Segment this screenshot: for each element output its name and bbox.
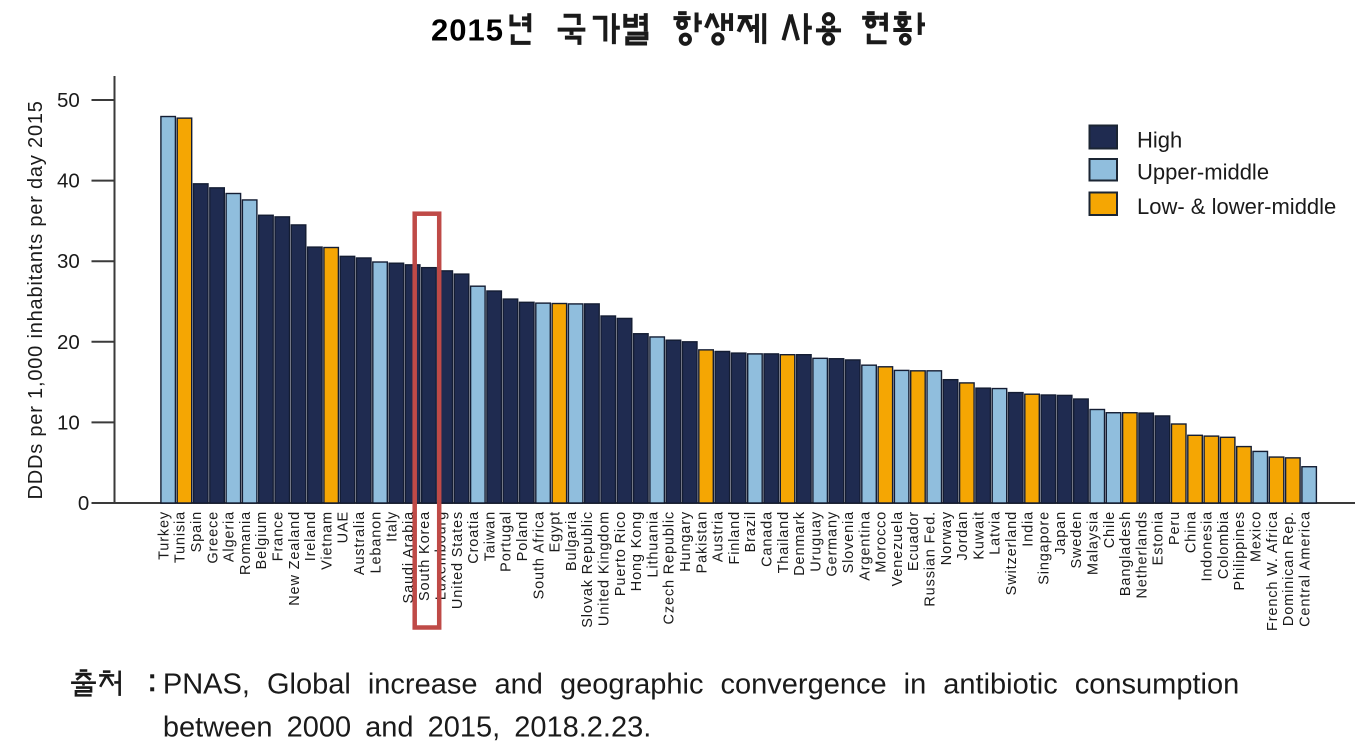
svg-text:Denmark: Denmark — [792, 511, 808, 576]
svg-text:Upper-middle: Upper-middle — [1137, 160, 1269, 185]
svg-text:Hungary: Hungary — [678, 511, 694, 572]
svg-text:DDDs per 1,000 inhabitants pe: DDDs per 1,000 inhabitants per day 2015 — [25, 100, 47, 499]
svg-text:Croatia: Croatia — [466, 511, 482, 564]
svg-text:Estonia: Estonia — [1151, 511, 1167, 565]
svg-text:Ireland: Ireland — [303, 511, 319, 561]
svg-text:Uruguay: Uruguay — [808, 511, 824, 572]
svg-text:New Zealand: New Zealand — [287, 511, 303, 606]
svg-text:0: 0 — [78, 492, 89, 515]
svg-text:Dominican Rep.: Dominican Rep. — [1281, 511, 1297, 626]
svg-text:Australia: Australia — [352, 511, 368, 575]
svg-text:Ecuador: Ecuador — [906, 511, 922, 571]
svg-text:India: India — [1020, 511, 1036, 547]
svg-text:Italy: Italy — [385, 511, 401, 542]
svg-text:Belgium: Belgium — [254, 511, 270, 569]
svg-text:Slovenia: Slovenia — [841, 511, 857, 574]
svg-text:Thailand: Thailand — [776, 511, 792, 573]
svg-text:Czech Republic: Czech Republic — [662, 511, 678, 624]
svg-text:Japan: Japan — [1053, 511, 1069, 555]
svg-text:Russian Fed.: Russian Fed. — [922, 511, 938, 607]
svg-text:50: 50 — [57, 89, 80, 112]
svg-text:Spain: Spain — [189, 511, 205, 552]
svg-text:Algeria: Algeria — [222, 511, 238, 562]
svg-text:United Kingdom: United Kingdom — [596, 511, 612, 626]
svg-text:France: France — [270, 511, 286, 561]
svg-text:Portugal: Portugal — [499, 511, 515, 572]
svg-text:Malaysia: Malaysia — [1085, 511, 1101, 575]
svg-text:Switzerland: Switzerland — [1004, 511, 1020, 595]
svg-text:Austria: Austria — [711, 511, 727, 562]
svg-text:China: China — [1183, 511, 1199, 553]
svg-text:Vietnam: Vietnam — [319, 511, 335, 570]
svg-text:Morocco: Morocco — [874, 511, 890, 573]
svg-text:Pakistan: Pakistan — [694, 511, 710, 573]
svg-text:2015: 2015 — [431, 13, 504, 48]
svg-text:UAE: UAE — [336, 511, 352, 543]
svg-text:Venezuela: Venezuela — [890, 511, 906, 586]
svg-text:Argentina: Argentina — [857, 511, 873, 581]
svg-text:20: 20 — [57, 331, 80, 354]
svg-text:Kuwait: Kuwait — [971, 511, 987, 560]
svg-text:Canada: Canada — [759, 511, 775, 567]
svg-text:Egypt: Egypt — [548, 511, 564, 552]
svg-text:Lithuania: Lithuania — [645, 511, 661, 578]
svg-text:Germany: Germany — [825, 511, 841, 577]
svg-text:30: 30 — [57, 250, 80, 273]
svg-text:Tunisia: Tunisia — [173, 511, 189, 563]
svg-text:South Korea: South Korea — [417, 511, 433, 601]
svg-text:Jordan: Jordan — [955, 511, 971, 560]
svg-text:High: High — [1137, 128, 1182, 153]
svg-text:Singapore: Singapore — [1037, 511, 1053, 585]
svg-text:Bulgaria: Bulgaria — [564, 511, 580, 571]
svg-text:Puerto Rico: Puerto Rico — [613, 511, 629, 596]
svg-text:Central America: Central America — [1297, 511, 1313, 627]
svg-text:Latvia: Latvia — [988, 511, 1004, 555]
svg-text:Poland: Poland — [515, 511, 531, 561]
svg-text:Philippines: Philippines — [1232, 511, 1248, 590]
svg-text:Low- & lower-middle: Low- & lower-middle — [1137, 194, 1336, 219]
svg-text:Turkey: Turkey — [156, 511, 172, 560]
svg-text:Slovak Republic: Slovak Republic — [580, 511, 596, 628]
svg-text:between 2000 and 2015, 2018.2.: between 2000 and 2015, 2018.2.23. — [163, 712, 651, 744]
svg-text:PNAS, Global increase and geog: PNAS, Global increase and geographic con… — [163, 669, 1239, 701]
svg-text:Finland: Finland — [727, 511, 743, 565]
svg-text:South Africa: South Africa — [531, 511, 547, 599]
svg-text:Hong Kong: Hong Kong — [629, 511, 645, 591]
svg-text:Peru: Peru — [1167, 511, 1183, 545]
svg-text:Indonesia: Indonesia — [1200, 511, 1216, 582]
svg-text:10: 10 — [57, 411, 80, 434]
svg-text:Mexico: Mexico — [1248, 511, 1264, 562]
svg-text:Sweden: Sweden — [1069, 511, 1085, 569]
svg-text:Norway: Norway — [939, 511, 955, 565]
svg-text:Netherlands: Netherlands — [1134, 511, 1150, 599]
svg-text:Chile: Chile — [1102, 511, 1118, 548]
svg-text:Colombia: Colombia — [1216, 511, 1232, 579]
svg-text:Bangladesh: Bangladesh — [1118, 511, 1134, 596]
svg-text:Romania: Romania — [238, 511, 254, 575]
svg-text:Brazil: Brazil — [743, 511, 759, 552]
svg-text:United States: United States — [450, 511, 466, 609]
svg-text:Taiwan: Taiwan — [482, 511, 498, 561]
svg-text:40: 40 — [57, 170, 80, 193]
svg-text:French W. Africa: French W. Africa — [1265, 511, 1281, 631]
svg-text:Lebanon: Lebanon — [368, 511, 384, 573]
svg-text:Greece: Greece — [205, 511, 221, 564]
